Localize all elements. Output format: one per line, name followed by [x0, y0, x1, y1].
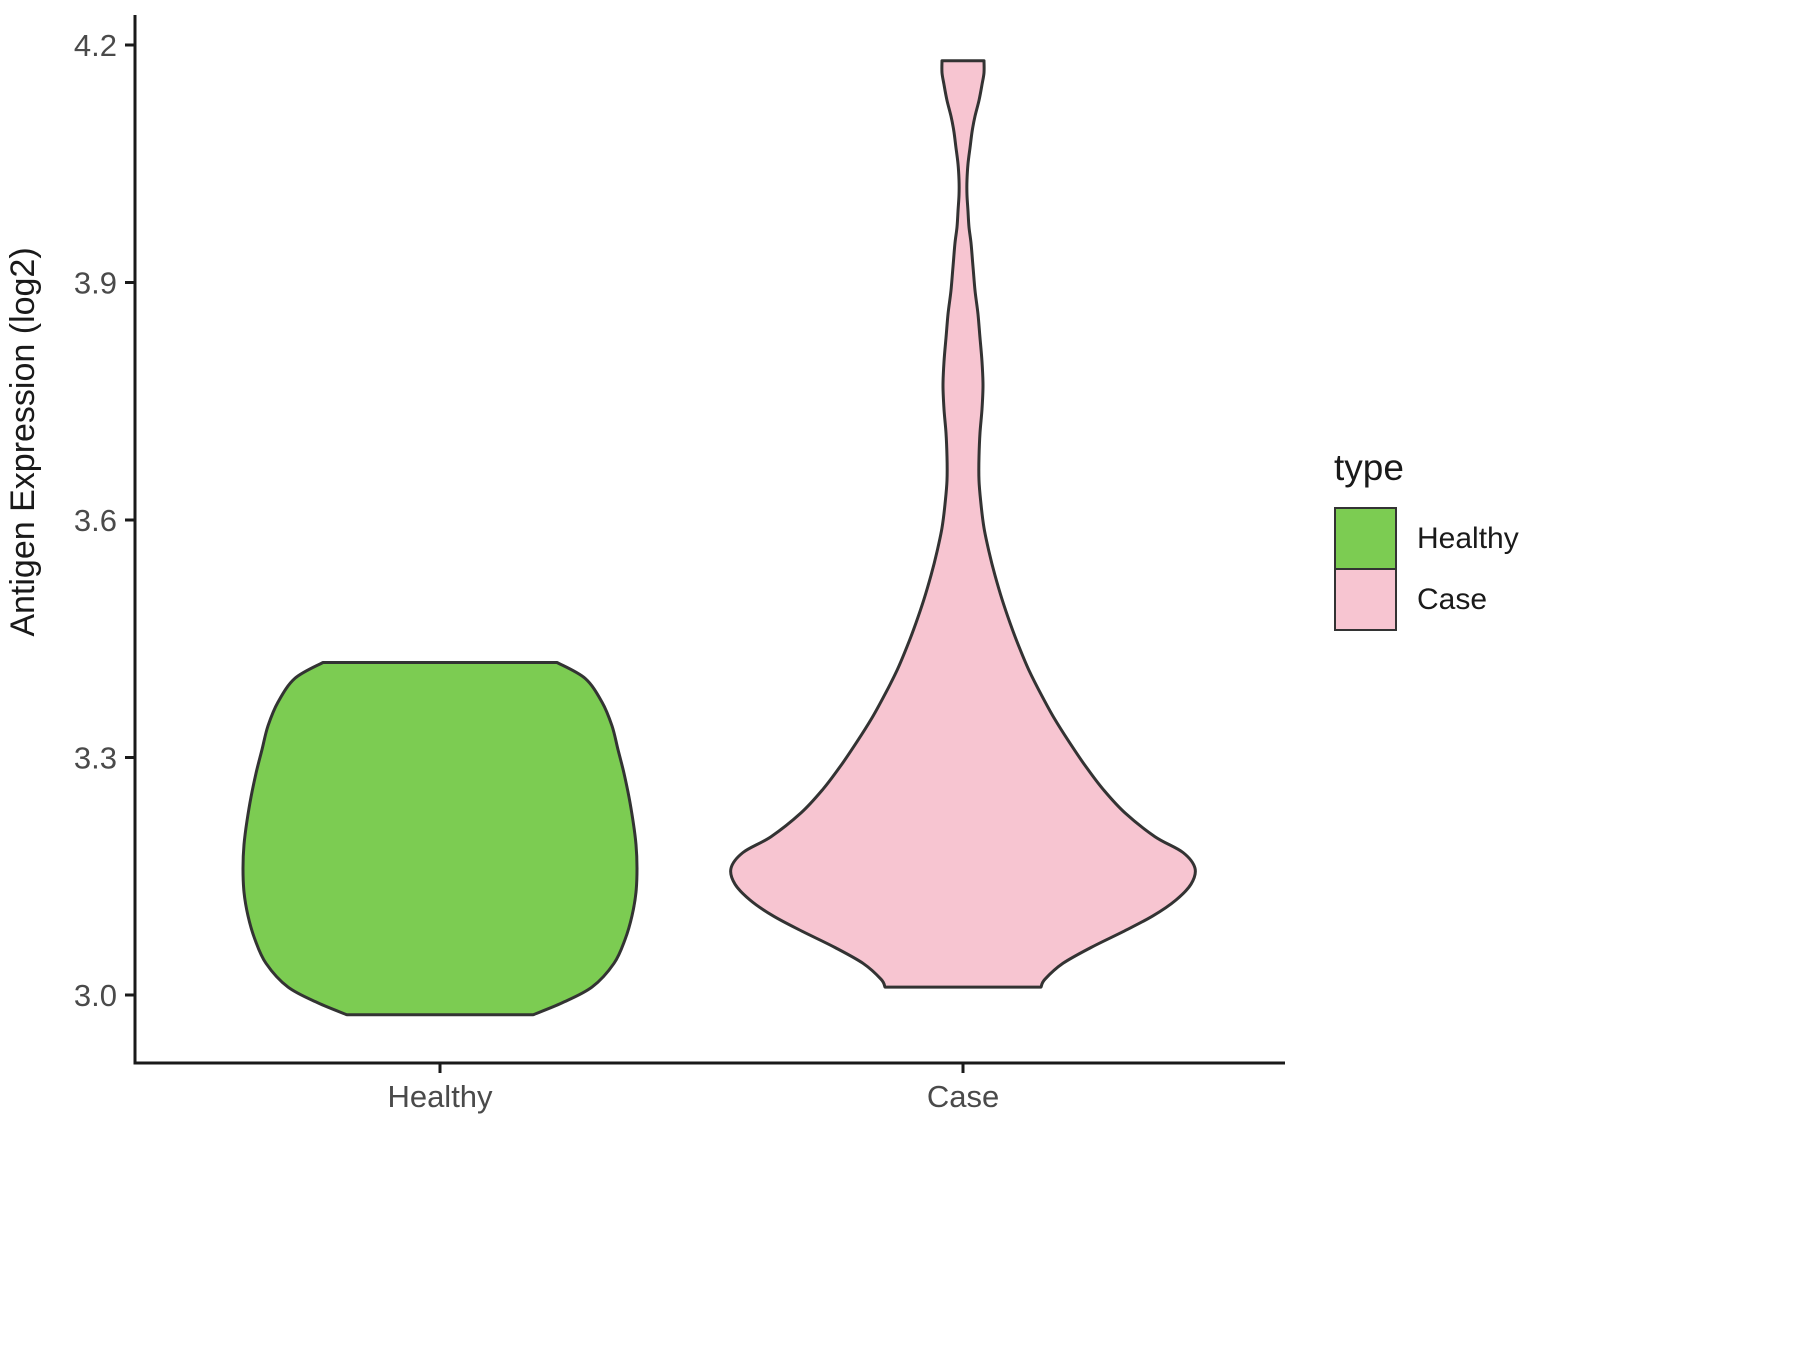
y-tick-label: 3.3 [74, 741, 117, 776]
legend-title: type [1334, 447, 1404, 488]
violin-healthy [241, 661, 639, 1017]
x-category-label: Case [927, 1079, 999, 1114]
legend-swatch-case [1334, 568, 1397, 631]
y-tick-label: 3.9 [74, 266, 117, 301]
legend-label-case: Case [1417, 582, 1488, 616]
y-tick-label: 3.0 [74, 978, 117, 1013]
legend-item-healthy: Healthy [1334, 507, 1519, 570]
legend: type Healthy Case [1334, 447, 1519, 631]
y-tick-label: 4.2 [74, 28, 117, 63]
violin-case [729, 59, 1197, 989]
y-tick-label: 3.6 [74, 503, 117, 538]
x-category-label: Healthy [387, 1079, 493, 1114]
legend-item-case: Case [1334, 568, 1519, 631]
legend-swatch-healthy [1334, 507, 1397, 570]
legend-label-healthy: Healthy [1417, 521, 1519, 555]
y-axis-title: Antigen Expression (log2) [4, 247, 42, 636]
